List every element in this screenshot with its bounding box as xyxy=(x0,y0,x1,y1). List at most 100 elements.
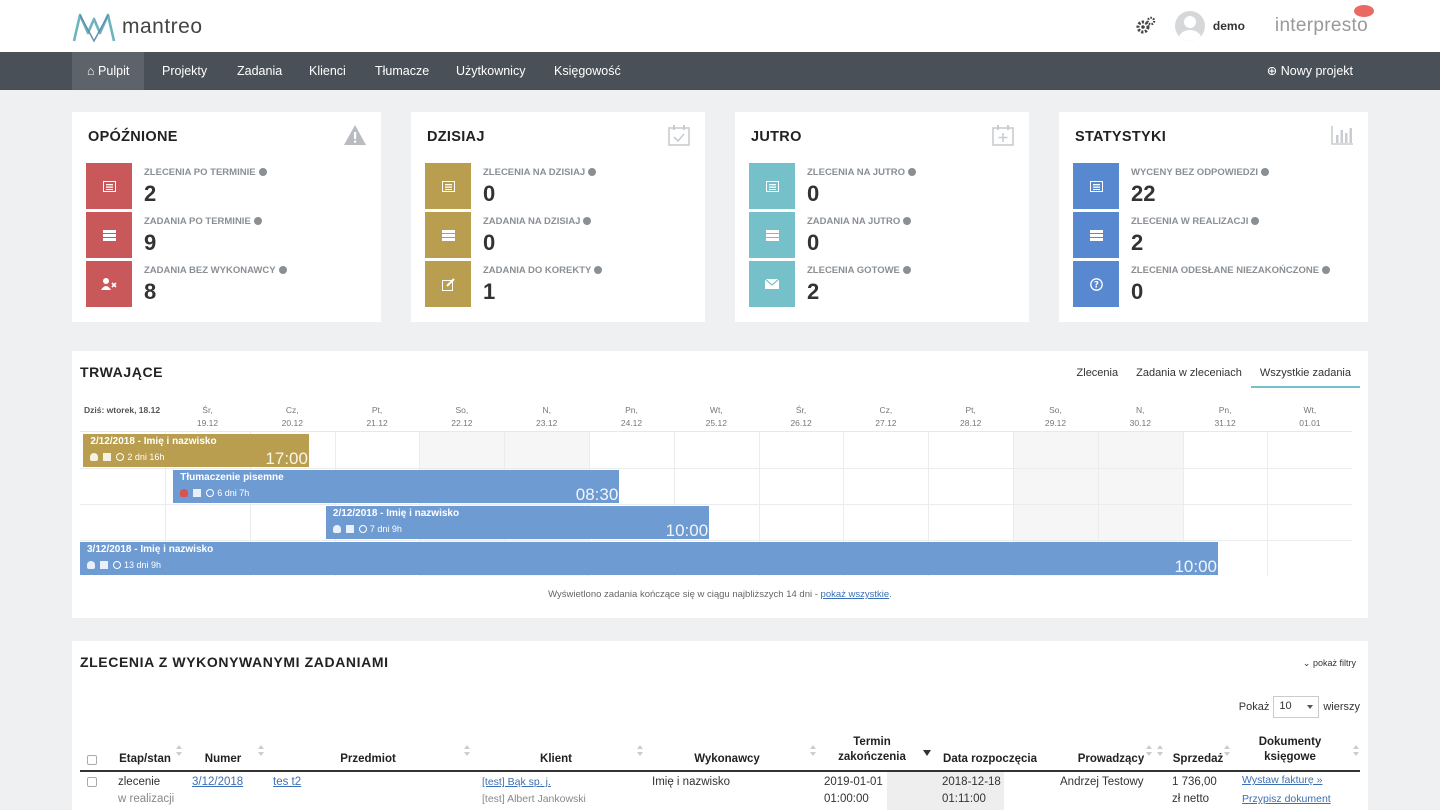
day-header: Cz, 20.12 xyxy=(281,405,303,428)
sort-desc-icon[interactable] xyxy=(258,752,264,756)
sort-desc-icon[interactable] xyxy=(464,752,470,756)
col-wykonawcy[interactable]: Wykonawcy xyxy=(694,753,760,765)
avatar[interactable] xyxy=(1174,11,1205,41)
task-bar[interactable]: 2/12/2018 - Imię i nazwisko 2 dni 16h 17… xyxy=(83,434,309,467)
sort-desc-icon[interactable] xyxy=(637,752,643,756)
card-title: STATYSTYKI xyxy=(1075,129,1167,145)
row-manager: Andrzej Testowy xyxy=(1060,776,1144,788)
nav-ksiegowosc[interactable]: Księgowość xyxy=(554,64,621,78)
stat-item[interactable]: ZLECENIA PO TERMINIE 2 xyxy=(86,163,386,209)
warning-icon xyxy=(343,124,367,146)
settings-gear-icon[interactable] xyxy=(1135,15,1157,37)
order-number-link[interactable]: 3/12/2018 xyxy=(192,776,244,788)
stat-label: ZLECENIA ODESŁANE NIEZAKOŃCZONE xyxy=(1131,265,1320,276)
stat-item[interactable]: ZLECENIA NA JUTRO 0 xyxy=(749,163,1049,209)
stat-value: 8 xyxy=(144,279,157,304)
stat-value: 22 xyxy=(1131,181,1156,206)
rows-select[interactable]: 10 xyxy=(1273,696,1320,718)
nav-zadania[interactable]: Zadania xyxy=(237,64,283,78)
col-prowadzacy[interactable]: Prowadzący xyxy=(1077,753,1145,765)
task-bar[interactable]: Tłumaczenie pisemne 6 dni 7h 08:30 xyxy=(173,470,620,503)
sort-desc-icon[interactable] xyxy=(1353,752,1359,756)
col-sprzedaz[interactable]: Sprzedaż xyxy=(1172,753,1224,765)
day-header: So, 22.12 xyxy=(451,405,473,428)
svg-text:?: ? xyxy=(1094,280,1099,290)
arrow-circle-icon xyxy=(1261,168,1270,176)
sort-asc-icon[interactable] xyxy=(1353,745,1359,749)
username[interactable]: demo xyxy=(1212,19,1245,33)
user-alert-icon xyxy=(180,489,189,497)
stat-item[interactable]: ZADANIA PO TERMINIE 9 xyxy=(86,212,386,258)
nav-pulpit[interactable]: ⌂ Pulpit xyxy=(72,52,145,90)
task-bar[interactable]: 3/12/2018 - Imię i nazwisko 13 dni 9h 10… xyxy=(80,542,1219,575)
col-etap[interactable]: Etap/stan xyxy=(119,753,171,765)
row-deadline: 2019-01-01 01:00:00 xyxy=(824,776,883,805)
stat-label: ZLECENIA NA DZISIAJ xyxy=(483,167,586,178)
show-filters-toggle[interactable]: ⌄ pokaż filtry xyxy=(1302,658,1356,668)
stat-value: 0 xyxy=(807,181,820,206)
task-duration: 6 dni 7h xyxy=(217,488,250,498)
stat-label: ZADANIA BEZ WYKONAWCY xyxy=(144,265,276,276)
stat-item[interactable]: WYCENY BEZ ODPOWIEDZI 22 xyxy=(1073,163,1373,209)
stat-item[interactable]: ZADANIA NA DZISIAJ 0 xyxy=(425,212,725,258)
assign-document-link[interactable]: Przypisz dokument xyxy=(1242,793,1331,805)
sort-asc-icon[interactable] xyxy=(176,745,182,749)
sort-asc-icon[interactable] xyxy=(637,745,643,749)
stat-value: 2 xyxy=(1131,230,1144,255)
tab-zadania-w-zleceniach[interactable]: Zadania w zleceniach xyxy=(1136,367,1242,379)
nav-klienci[interactable]: Klienci xyxy=(309,64,346,78)
tab-wszystkie-zadania[interactable]: Wszystkie zadania xyxy=(1250,363,1360,388)
task-bar-title: 2/12/2018 - Imię i nazwisko xyxy=(90,436,217,447)
stat-item[interactable]: ZADANIA DO KOREKTY 1 xyxy=(425,261,725,307)
stat-item[interactable]: ZADANIA NA JUTRO 0 xyxy=(749,212,1049,258)
select-all-checkbox[interactable] xyxy=(87,755,97,765)
stat-item[interactable]: ZLECENIA GOTOWE 2 xyxy=(749,261,1049,307)
interpresto-logo-text: interpresto xyxy=(1274,15,1368,36)
sort-active-icon[interactable] xyxy=(923,750,931,756)
show-all-link[interactable]: pokaż wszystkie xyxy=(820,589,890,600)
stat-item[interactable]: ? ZLECENIA ODESŁANE NIEZAKOŃCZONE 0 xyxy=(1073,261,1373,307)
nav-uzytkownicy[interactable]: Użytkownicy xyxy=(456,64,526,78)
tab-zlecenia[interactable]: Zlecenia xyxy=(1076,367,1119,379)
sort-asc-icon[interactable] xyxy=(1146,745,1152,749)
sort-desc-icon[interactable] xyxy=(1146,752,1152,756)
sort-desc-icon[interactable] xyxy=(176,752,182,756)
summary-card-3: STATYSTYKI WYCENY BEZ ODPOWIEDZI 22 ZLEC… xyxy=(1059,112,1368,322)
card-title: JUTRO xyxy=(751,129,802,145)
day-header: Wt, 25.12 xyxy=(705,405,727,428)
sort-asc-icon[interactable] xyxy=(810,745,816,749)
arrow-circle-icon xyxy=(278,266,287,274)
col-data-rozpoczecia[interactable]: Data rozpoczęcia xyxy=(943,753,1037,765)
order-subject-link[interactable]: tes t2 xyxy=(273,776,302,788)
col-klient[interactable]: Klient xyxy=(540,753,572,765)
nav-tlumacze[interactable]: Tłumacze xyxy=(375,64,430,78)
nav-projekty[interactable]: Projekty xyxy=(162,64,208,78)
client-link[interactable]: [test] Bąk sp. j. xyxy=(482,776,551,788)
col-przedmiot[interactable]: Przedmiot xyxy=(340,753,396,765)
stat-item[interactable]: ZLECENIA NA DZISIAJ 0 xyxy=(425,163,725,209)
calendar-plus-icon xyxy=(991,124,1015,146)
orders-title: ZLECENIA Z WYKONYWANYMI ZADANIAMI xyxy=(80,654,389,670)
sort-desc-icon[interactable] xyxy=(1224,752,1230,756)
col-termin[interactable]: Termin zakończenia xyxy=(838,736,906,763)
stat-item[interactable]: ZADANIA BEZ WYKONAWCY 8 xyxy=(86,261,386,307)
task-bar[interactable]: 2/12/2018 - Imię i nazwisko 7 dni 9h 10:… xyxy=(325,506,710,539)
mantreo-logo[interactable]: mantreo xyxy=(72,10,203,44)
issue-invoice-link[interactable]: Wystaw fakturę » xyxy=(1242,774,1323,786)
sort-asc-icon[interactable] xyxy=(1224,745,1230,749)
day-header: Pn, 31.12 xyxy=(1214,405,1236,428)
sort-asc-icon[interactable] xyxy=(464,745,470,749)
stat-value: 0 xyxy=(807,230,820,255)
row-checkbox[interactable] xyxy=(87,777,97,787)
sort-desc-icon[interactable] xyxy=(1157,752,1163,756)
new-project-button[interactable]: ⊕ Nowy projekt xyxy=(1266,64,1353,78)
sort-asc-icon[interactable] xyxy=(258,745,264,749)
stat-label: ZLECENIA NA JUTRO xyxy=(807,167,905,178)
col-numer[interactable]: Numer xyxy=(204,753,242,765)
list-icon xyxy=(425,163,471,209)
sort-desc-icon[interactable] xyxy=(810,752,816,756)
stat-item[interactable]: ZLECENIA W REALIZACJI 2 xyxy=(1073,212,1373,258)
list-icon xyxy=(86,163,132,209)
sort-asc-icon[interactable] xyxy=(1157,745,1163,749)
col-dokumenty[interactable]: Dokumenty księgowe xyxy=(1258,736,1322,763)
